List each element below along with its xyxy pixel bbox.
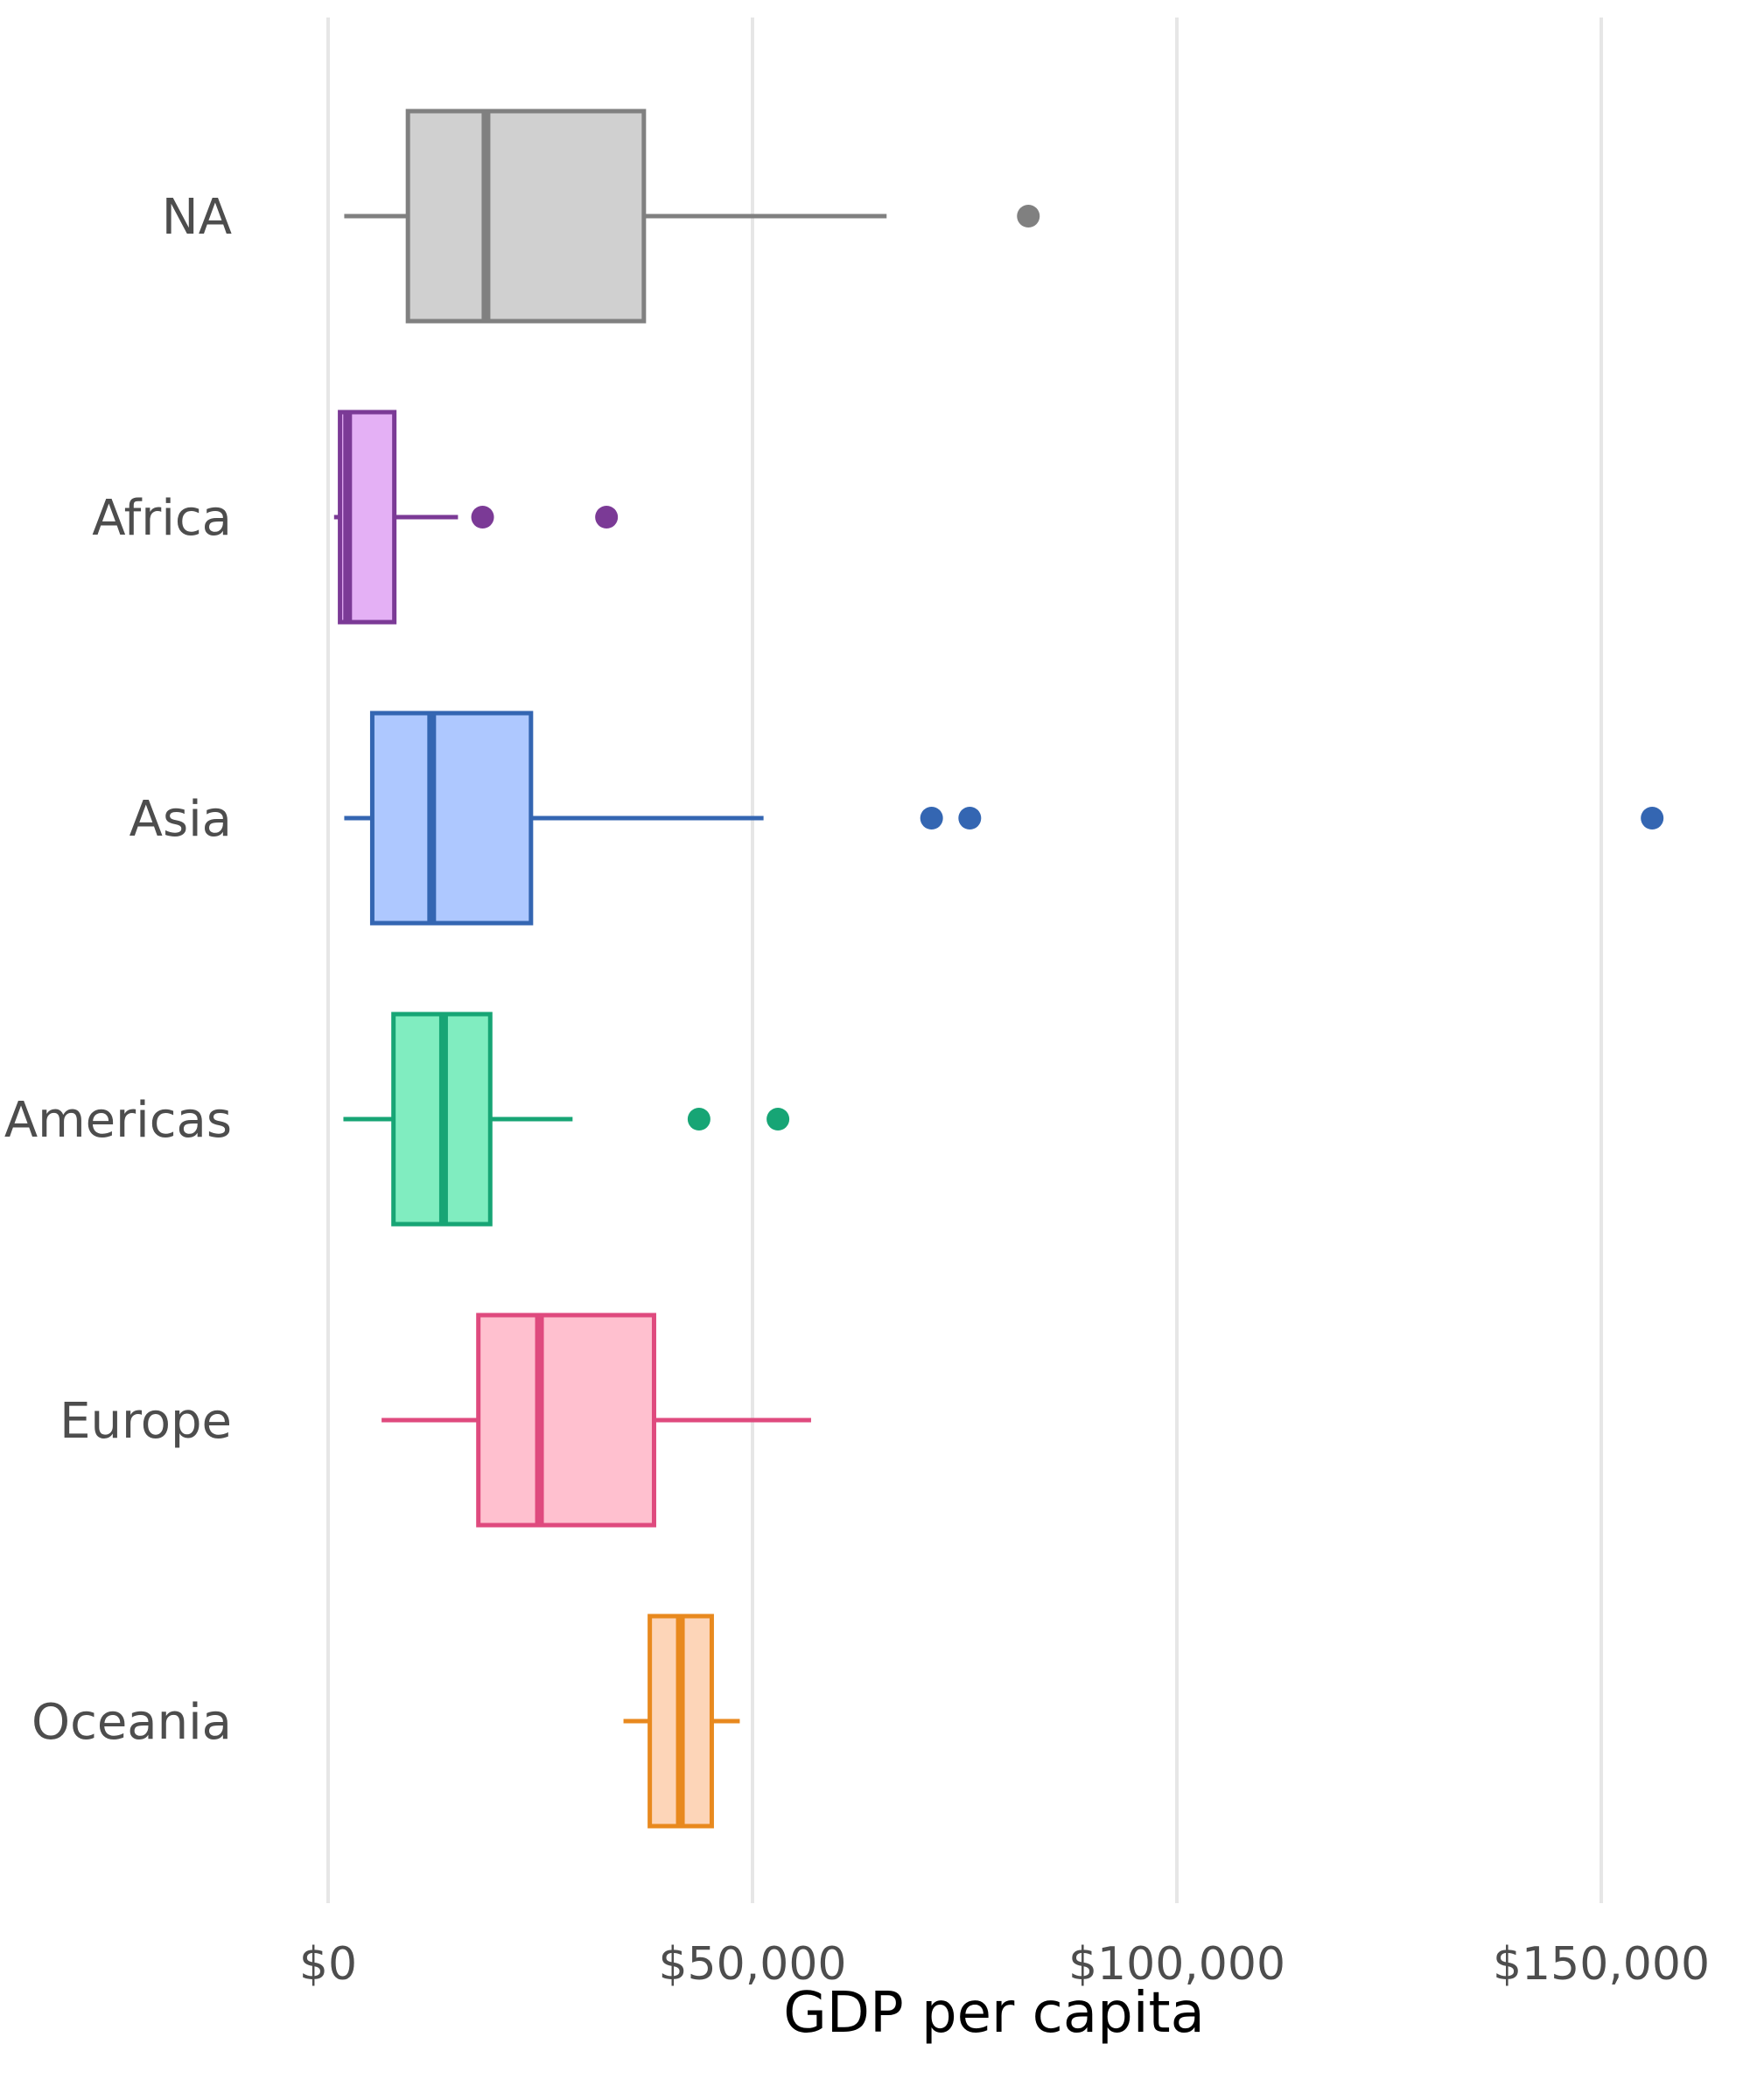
gridlines — [326, 18, 1603, 1903]
box-americas — [343, 1012, 790, 1227]
x-axis-title: GDP per capita — [783, 1981, 1205, 2046]
outlier-point — [920, 807, 943, 830]
y-tick-label-africa: Africa — [92, 490, 232, 547]
outlier-point — [595, 506, 619, 528]
outlier-point — [687, 1108, 710, 1130]
outlier-point — [766, 1108, 790, 1130]
outlier-point — [1641, 807, 1664, 830]
outlier-point — [471, 506, 494, 528]
x-axis-labels: $0 $50,000 $100,000 $150,000 — [299, 1938, 1710, 1991]
iqr-box — [369, 710, 534, 926]
outlier-point — [958, 807, 982, 830]
box-europe — [382, 1312, 811, 1528]
iqr-box — [476, 1312, 656, 1528]
x-tick-label: $50,000 — [658, 1938, 846, 1991]
box-oceania — [623, 1614, 740, 1829]
y-axis-labels: NA Africa Asia Americas Europe Oceania — [4, 189, 232, 1751]
box-africa — [333, 410, 619, 625]
box-na — [344, 108, 1040, 324]
x-tick-label: $100,000 — [1068, 1938, 1285, 1991]
y-tick-label-europe: Europe — [60, 1393, 232, 1450]
box-series — [333, 108, 1664, 1829]
y-tick-label-na: NA — [162, 189, 232, 246]
y-tick-label-asia: Asia — [130, 791, 232, 848]
x-tick-label: $150,000 — [1493, 1938, 1710, 1991]
outlier-point — [1017, 205, 1040, 228]
iqr-box — [405, 108, 647, 324]
y-tick-label-oceania: Oceania — [32, 1694, 232, 1751]
y-tick-label-americas: Americas — [4, 1092, 232, 1149]
x-tick-label: $0 — [299, 1938, 357, 1991]
box-asia — [344, 710, 1664, 926]
